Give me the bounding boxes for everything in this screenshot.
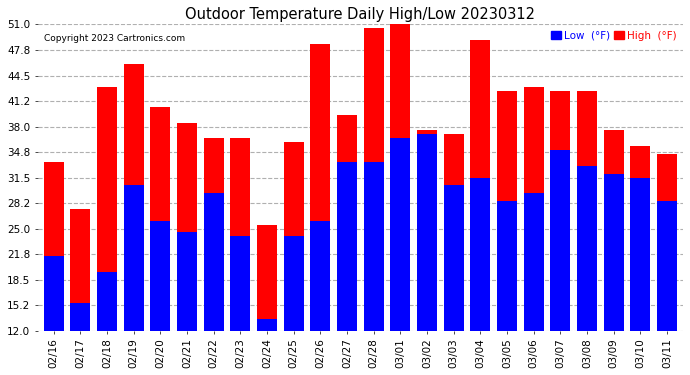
Bar (70, 209, 90, 330)
Bar (230, 236, 250, 330)
Bar (444, 185, 464, 330)
Bar (631, 177, 651, 330)
Title: Outdoor Temperature Daily High/Low 20230312: Outdoor Temperature Daily High/Low 20230… (186, 7, 535, 22)
Bar (577, 166, 597, 330)
Bar (97, 272, 117, 330)
Bar (310, 44, 331, 330)
Bar (471, 177, 491, 330)
Legend: Low  (°F), High  (°F): Low (°F), High (°F) (550, 30, 678, 42)
Bar (577, 91, 597, 330)
Bar (524, 87, 544, 330)
Bar (284, 142, 304, 330)
Bar (150, 220, 170, 330)
Bar (364, 28, 384, 330)
Bar (657, 154, 677, 330)
Text: Copyright 2023 Cartronics.com: Copyright 2023 Cartronics.com (44, 34, 186, 43)
Bar (657, 201, 677, 330)
Bar (444, 134, 464, 330)
Bar (257, 319, 277, 330)
Bar (604, 130, 624, 330)
Bar (497, 91, 517, 330)
Bar (551, 150, 571, 330)
Bar (230, 138, 250, 330)
Bar (284, 236, 304, 330)
Bar (204, 138, 224, 330)
Bar (97, 87, 117, 330)
Bar (124, 64, 144, 330)
Bar (497, 201, 517, 330)
Bar (391, 138, 411, 330)
Bar (417, 130, 437, 330)
Bar (44, 162, 64, 330)
Bar (471, 40, 491, 330)
Bar (631, 146, 651, 330)
Bar (70, 303, 90, 330)
Bar (150, 107, 170, 330)
Bar (364, 162, 384, 330)
Bar (524, 193, 544, 330)
Bar (310, 220, 331, 330)
Bar (204, 193, 224, 330)
Bar (337, 162, 357, 330)
Bar (124, 185, 144, 330)
Bar (177, 123, 197, 330)
Bar (391, 21, 411, 330)
Bar (257, 225, 277, 330)
Bar (177, 232, 197, 330)
Bar (44, 256, 64, 330)
Bar (604, 174, 624, 330)
Bar (337, 115, 357, 330)
Bar (417, 134, 437, 330)
Bar (551, 91, 571, 330)
